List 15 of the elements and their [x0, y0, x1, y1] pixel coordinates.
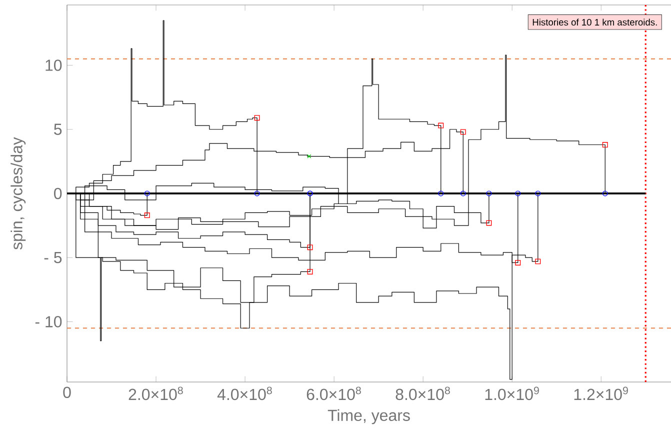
x-axis-title: Time, years [328, 409, 410, 424]
y-tick-label: 0 [54, 188, 62, 200]
x-tick-label: 1.0×10$^{9}$ [485, 386, 539, 400]
x-tick-label: 2.0×10$^{8}$ [128, 386, 183, 400]
y-tick-label: 10 [46, 60, 62, 71]
y-tick-label: 5 [54, 124, 62, 135]
y-axis-title: spin, cycles/day [10, 137, 26, 250]
annotation: Histories of 10 1 km asteroids. [532, 18, 657, 26]
x-tick-label: 0 [63, 386, 71, 398]
x-tick-label: 1.2×10$^{9}$ [574, 386, 628, 400]
x-tick-label: 6.0×10$^{8}$ [306, 386, 361, 400]
y-tick-label: - 10 [35, 316, 62, 328]
x-tick-label: 4.0×10$^{8}$ [217, 386, 272, 400]
x-tick-label: 8.0×10$^{8}$ [396, 386, 450, 400]
y-tick-label: - 5 [44, 252, 62, 264]
